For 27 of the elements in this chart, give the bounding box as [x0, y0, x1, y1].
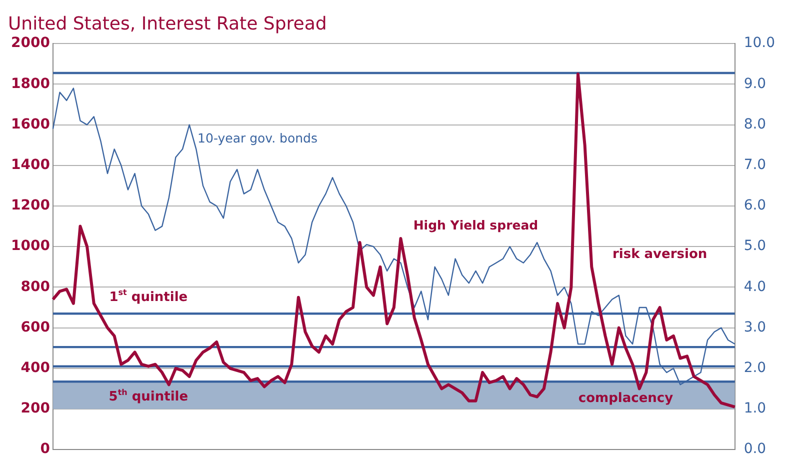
- y2-tick-label: 10.0: [744, 35, 775, 52]
- y-tick-label: 1400: [10, 157, 50, 174]
- y-tick-label: 0: [40, 441, 50, 458]
- y2-tick-label: 7.0: [744, 157, 766, 174]
- y2-tick-label: 6.0: [744, 198, 766, 214]
- y-tick-label: 200: [20, 400, 50, 417]
- y-tick-label: 1800: [10, 76, 50, 92]
- y-tick-label: 1200: [10, 198, 50, 214]
- y2-tick-label: 5.0: [744, 238, 766, 254]
- y2-tick-label: 2.0: [744, 360, 766, 376]
- y-tick-label: 400: [20, 360, 50, 376]
- annotation: risk aversion: [612, 247, 708, 262]
- y-tick-label: 2000: [10, 35, 50, 52]
- chart-title: United States, Interest Rate Spread: [8, 13, 327, 34]
- y2-tick-label: 1.0: [744, 400, 766, 417]
- y-tick-label: 1000: [10, 238, 50, 254]
- y2-tick-label: 8.0: [744, 116, 766, 132]
- y-tick-label: 600: [20, 319, 50, 336]
- y-tick-label: 800: [20, 278, 50, 295]
- series-label: High Yield spread: [413, 218, 538, 233]
- annotation: complacency: [578, 391, 674, 406]
- y2-tick-label: 0.0: [744, 441, 766, 458]
- y2-tick-label: 4.0: [744, 278, 766, 295]
- y2-tick-label: 9.0: [744, 76, 766, 92]
- y-tick-label: 1600: [10, 116, 50, 132]
- y2-tick-label: 3.0: [744, 319, 766, 336]
- series-label: 10-year gov. bonds: [198, 130, 318, 146]
